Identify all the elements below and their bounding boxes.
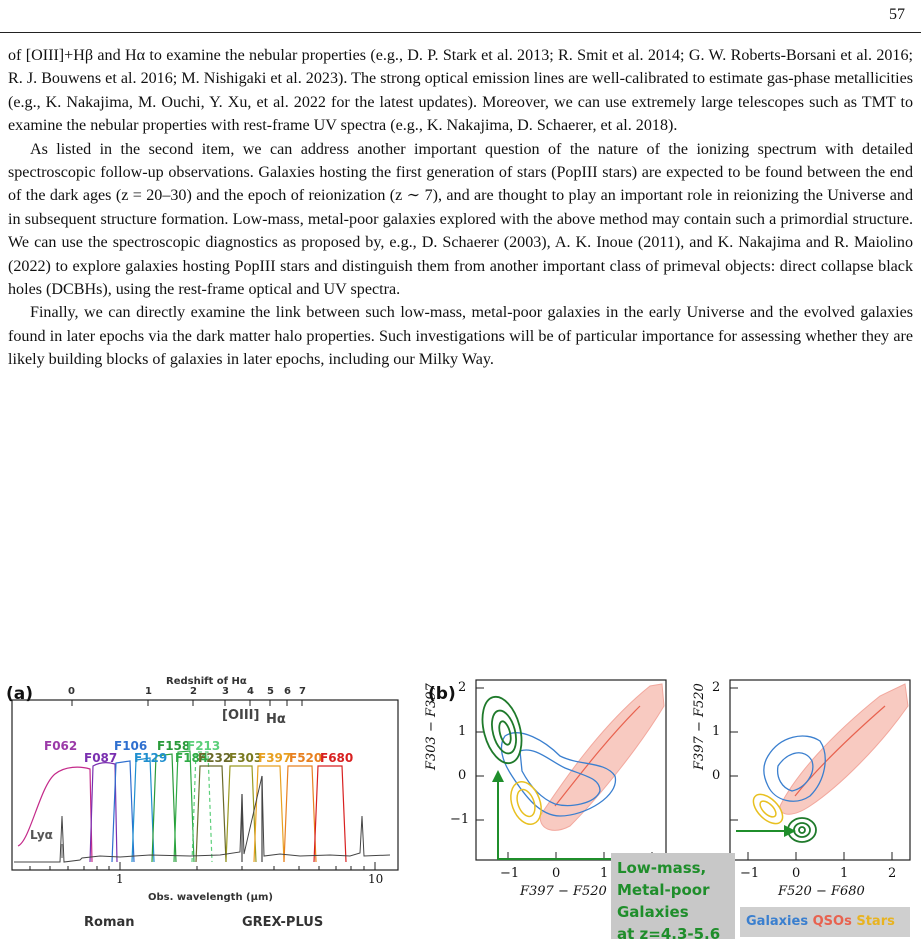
top-tick: 2 xyxy=(190,686,197,697)
panel-b-left xyxy=(475,679,667,861)
top-tick: 1 xyxy=(145,686,152,697)
x-tick: 0 xyxy=(792,866,801,881)
top-tick: 6 xyxy=(284,686,291,697)
callout-line: Galaxies xyxy=(617,903,689,921)
right-xlabel: F520 − F680 xyxy=(778,884,865,899)
top-tick: 5 xyxy=(267,686,274,697)
filter-label: F213 xyxy=(187,739,221,753)
telescope-grex: GREX-PLUS xyxy=(242,915,324,930)
right-ylabel: F397 − F520 xyxy=(692,683,707,770)
legend-galaxies: Galaxies xyxy=(746,914,809,929)
bottom-tick: 1 xyxy=(116,872,124,886)
target-callout: Low-mass, Metal-poor Galaxies at z=4.3-5… xyxy=(611,853,735,943)
body-text: of [OIII]+Hβ and Hα to examine the nebul… xyxy=(8,44,913,372)
bottom-tick: 10 xyxy=(368,872,384,886)
filter-label: F303 xyxy=(229,751,263,765)
filter-label: F158 xyxy=(157,739,191,753)
callout-line: Metal-poor xyxy=(617,881,710,899)
left-ylabel: F303 − F397 xyxy=(424,683,439,770)
x-tick: 1 xyxy=(840,866,849,881)
y-tick: 1 xyxy=(458,724,467,739)
callout-line: Low-mass, xyxy=(617,859,707,877)
x-tick: −1 xyxy=(500,866,520,881)
filter-label: F087 xyxy=(84,751,118,765)
filter-label: F232 xyxy=(198,751,232,765)
y-tick: 0 xyxy=(458,768,467,783)
legend-qsos: QSOs xyxy=(812,914,852,929)
left-xlabel: F397 − F520 xyxy=(520,884,607,899)
panel-b-right xyxy=(729,679,911,861)
telescope-roman: Roman xyxy=(84,915,135,930)
filter-label: F129 xyxy=(134,751,168,765)
paragraph-1: of [OIII]+Hβ and Hα to examine the nebul… xyxy=(8,47,913,135)
x-tick: −1 xyxy=(740,866,760,881)
y-tick: 0 xyxy=(712,768,721,783)
filter-label: F397 xyxy=(258,751,292,765)
top-tick: 3 xyxy=(222,686,229,697)
y-tick: 1 xyxy=(712,724,721,739)
paragraph-2: As listed in the second item, we can add… xyxy=(8,140,913,299)
top-tick: 0 xyxy=(68,686,75,697)
x-tick: 0 xyxy=(552,866,561,881)
x-tick: 2 xyxy=(888,866,897,881)
panel-a xyxy=(11,699,399,871)
oiii-label: [OIII] xyxy=(222,708,260,723)
top-tick: 7 xyxy=(299,686,306,697)
top-tick: 4 xyxy=(247,686,254,697)
filter-label: F062 xyxy=(44,739,78,753)
filter-label: F680 xyxy=(320,751,354,765)
top-axis-label: Redshift of Hα xyxy=(166,676,247,687)
y-tick: −1 xyxy=(450,812,470,827)
header-rule xyxy=(0,32,921,33)
halpha-label: Hα xyxy=(266,712,286,727)
panel-a-label: (a) xyxy=(6,684,34,704)
lya-label: Lyα xyxy=(30,828,53,842)
y-tick: 2 xyxy=(458,680,467,695)
filter-label: F106 xyxy=(114,739,148,753)
filter-label: F184 xyxy=(175,751,209,765)
paragraph-3: Finally, we can directly examine the lin… xyxy=(8,304,913,369)
legend: Galaxies QSOs Stars xyxy=(740,907,910,937)
panel-b-label: (b) xyxy=(428,684,456,704)
callout-line: at z=4.3-5.6 xyxy=(617,925,721,943)
bottom-axis-label: Obs. wavelength (μm) xyxy=(148,892,273,903)
filter-label: F520 xyxy=(289,751,323,765)
page-number: 57 xyxy=(889,6,905,23)
y-tick: 2 xyxy=(712,680,721,695)
x-tick: 1 xyxy=(600,866,609,881)
figure xyxy=(11,679,911,871)
legend-stars: Stars xyxy=(856,914,895,929)
